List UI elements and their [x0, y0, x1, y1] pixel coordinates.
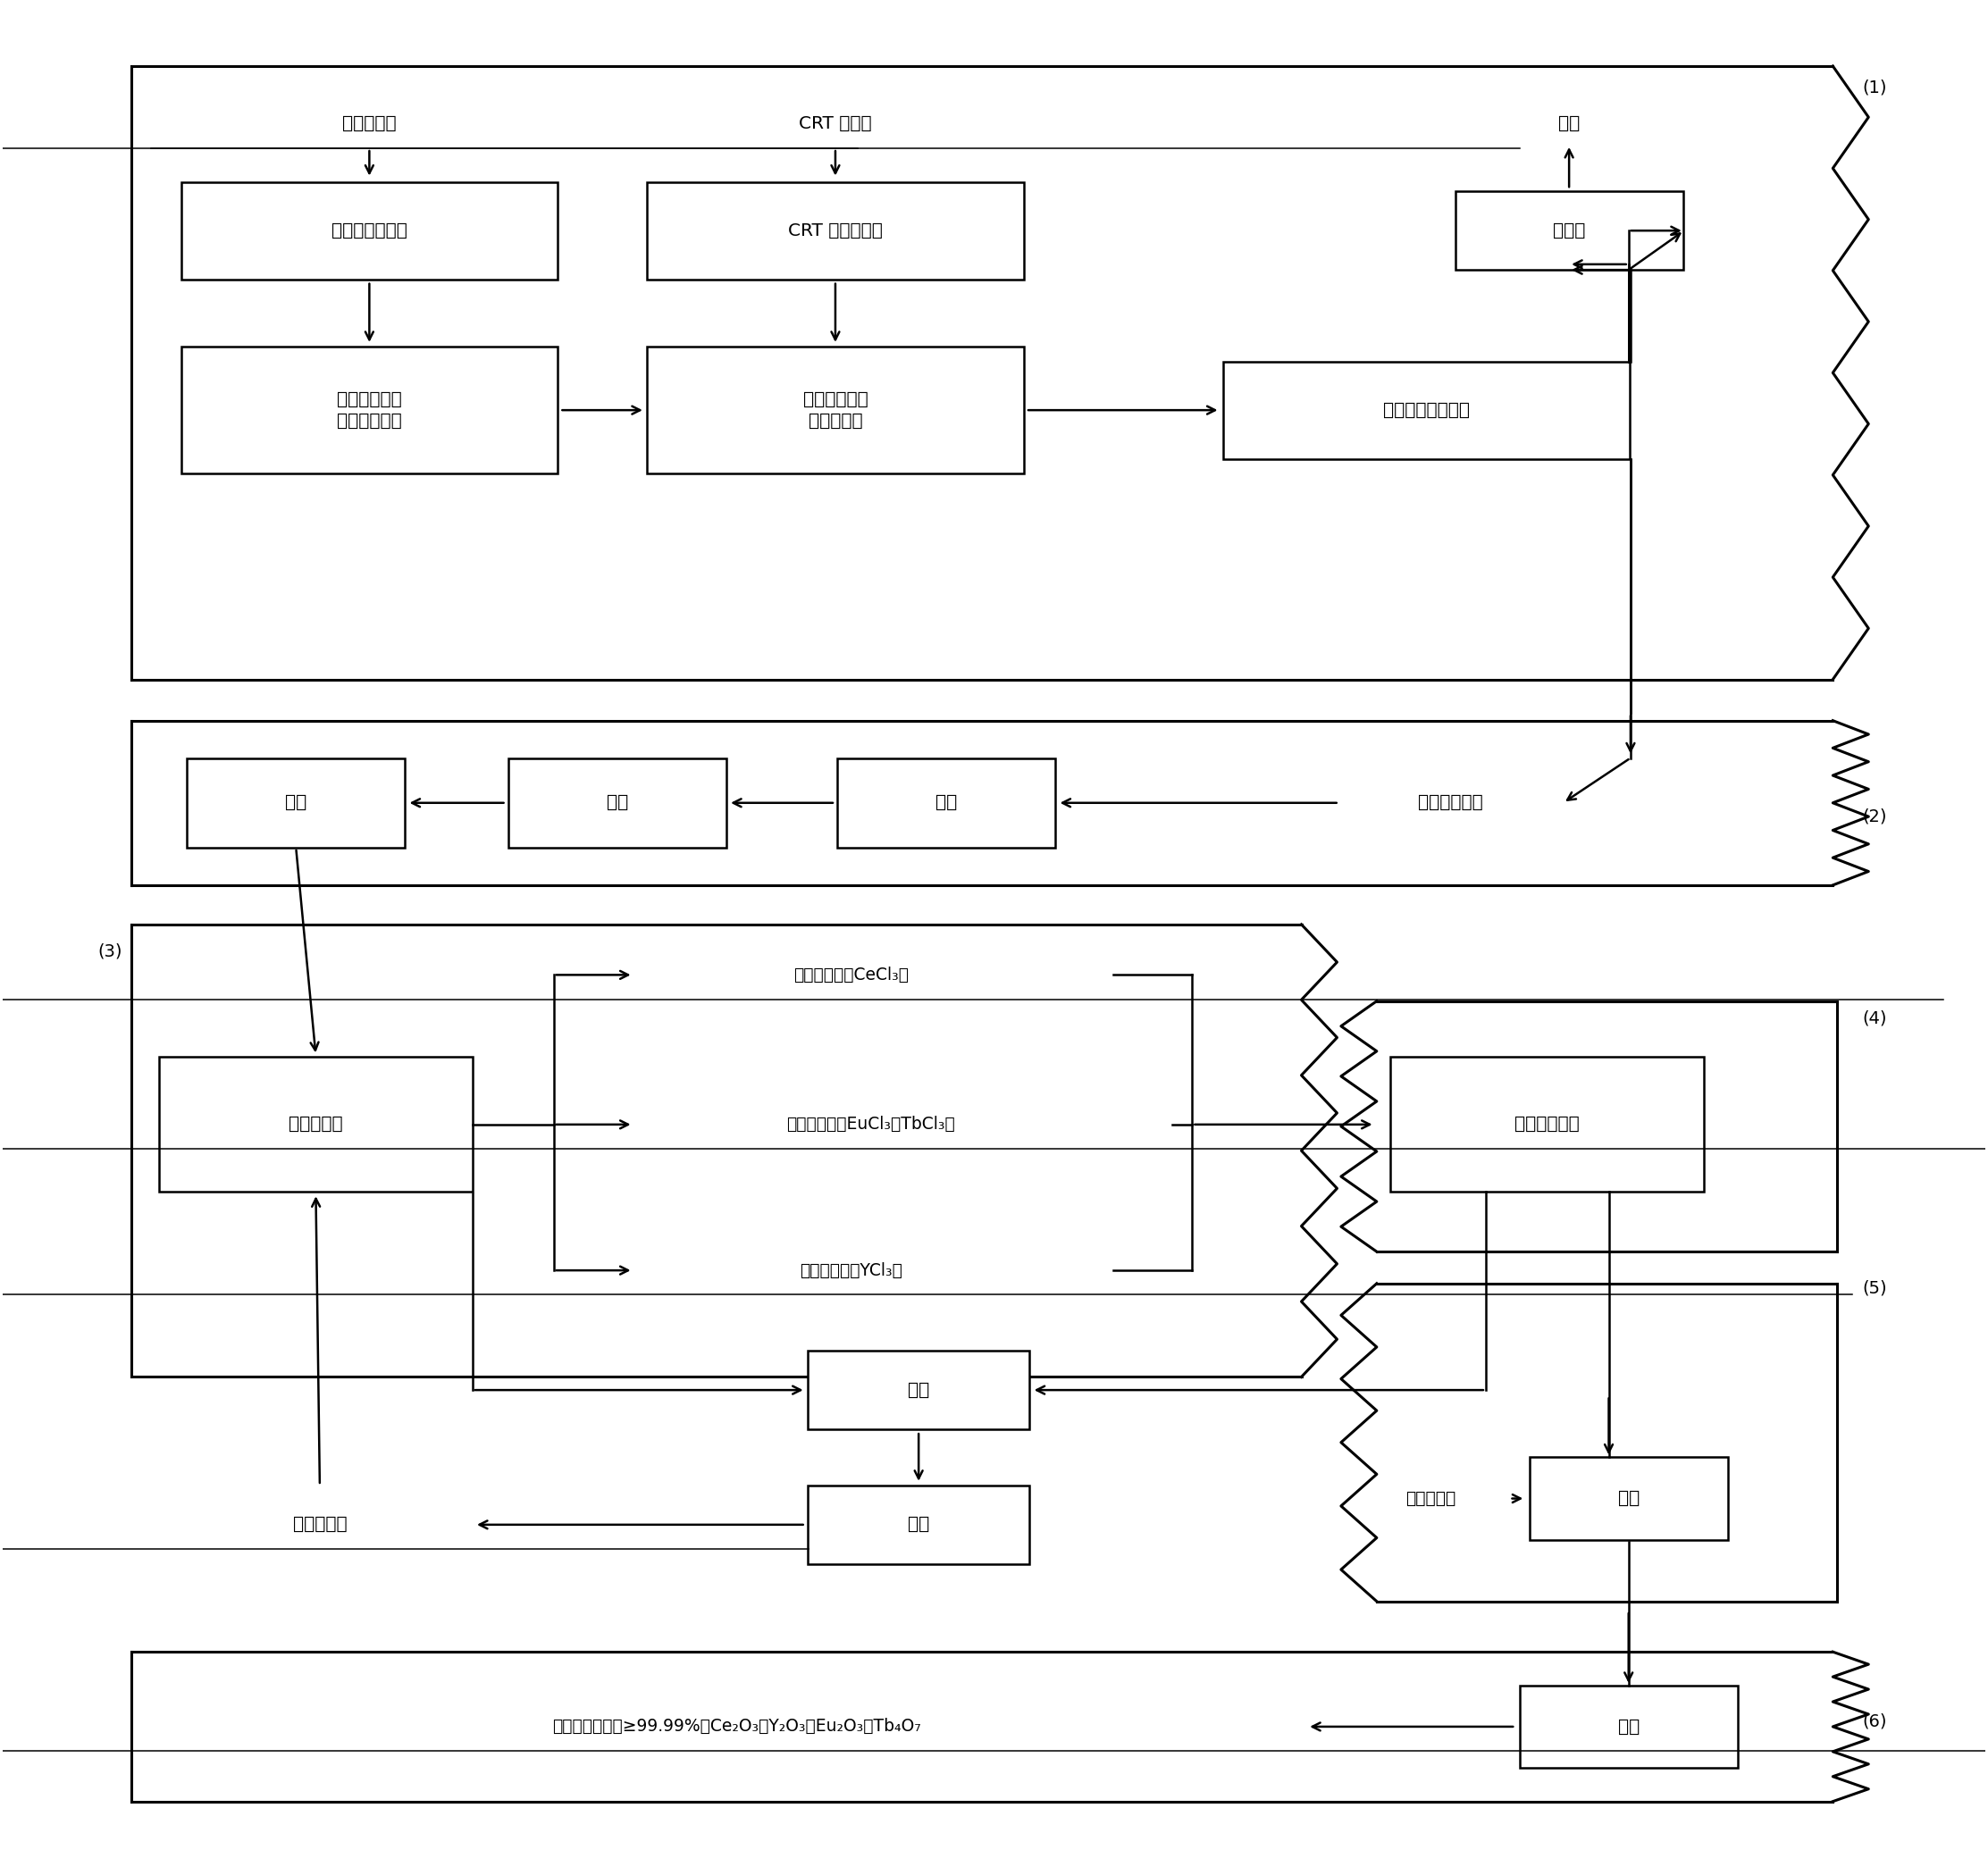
Text: 尾液: 尾液 [909, 1382, 930, 1399]
Text: 纯碱或草酸: 纯碱或草酸 [1406, 1491, 1455, 1508]
Text: (5): (5) [1863, 1279, 1887, 1296]
Text: 重力分选、筛分等: 重力分选、筛分等 [1384, 401, 1469, 418]
Text: 稀土发光材料
剥离及回收: 稀土发光材料 剥离及回收 [803, 390, 869, 429]
FancyBboxPatch shape [1223, 362, 1630, 459]
Text: 再生: 再生 [909, 1517, 930, 1534]
FancyBboxPatch shape [509, 758, 726, 848]
FancyBboxPatch shape [187, 758, 406, 848]
Text: 焙烧: 焙烧 [1618, 1718, 1640, 1734]
FancyBboxPatch shape [181, 182, 559, 279]
FancyBboxPatch shape [181, 347, 559, 474]
FancyBboxPatch shape [646, 182, 1024, 279]
Text: 快速识别，分类: 快速识别，分类 [332, 221, 408, 240]
Text: (2): (2) [1863, 808, 1887, 825]
FancyBboxPatch shape [1519, 1686, 1738, 1768]
Text: 氯化重稀土（YCl₃）: 氯化重稀土（YCl₃） [799, 1262, 903, 1279]
FancyBboxPatch shape [159, 1057, 473, 1192]
Text: CRT 显示器: CRT 显示器 [799, 116, 873, 133]
Text: 稀土荧光灯拆
解和汞的回收: 稀土荧光灯拆 解和汞的回收 [336, 390, 402, 429]
Text: (6): (6) [1863, 1714, 1887, 1731]
Text: 萃取，分离: 萃取，分离 [288, 1116, 342, 1132]
Text: (4): (4) [1863, 1011, 1887, 1028]
FancyBboxPatch shape [646, 347, 1024, 474]
FancyBboxPatch shape [1392, 1057, 1704, 1192]
Text: 分别萃取提纯: 分别萃取提纯 [1515, 1116, 1580, 1132]
Text: 有机物溶剂: 有机物溶剂 [292, 1517, 346, 1534]
Text: 沉淀: 沉淀 [1618, 1491, 1640, 1508]
Text: CRT 显示器拆解: CRT 显示器拆解 [787, 221, 883, 240]
Text: (1): (1) [1863, 79, 1887, 96]
Text: 酸解: 酸解 [284, 795, 306, 812]
Text: (3): (3) [97, 943, 121, 960]
Text: 氯化中稀土（EuCl₃、TbCl₃）: 氯化中稀土（EuCl₃、TbCl₃） [787, 1116, 956, 1132]
Text: 稀土氧化物纯度≥99.99%，Ce₂O₃、Y₂O₃、Eu₂O₃、Tb₄O₇: 稀土氧化物纯度≥99.99%，Ce₂O₃、Y₂O₃、Eu₂O₃、Tb₄O₇ [553, 1718, 920, 1734]
Text: 铅玻璃: 铅玻璃 [1553, 221, 1584, 240]
Text: 碱熔: 碱熔 [606, 795, 628, 812]
FancyBboxPatch shape [1529, 1457, 1728, 1539]
FancyBboxPatch shape [837, 758, 1056, 848]
Text: 稀土发光材料: 稀土发光材料 [1417, 795, 1483, 812]
Text: 氯化轻稀土（CeCl₃）: 氯化轻稀土（CeCl₃） [793, 966, 909, 983]
Text: 废旧荧光灯: 废旧荧光灯 [342, 116, 396, 133]
Text: 收集: 收集 [1559, 116, 1580, 133]
FancyBboxPatch shape [807, 1485, 1030, 1564]
FancyBboxPatch shape [1455, 191, 1684, 270]
FancyBboxPatch shape [807, 1350, 1030, 1429]
Text: 脱汞: 脱汞 [936, 795, 958, 812]
